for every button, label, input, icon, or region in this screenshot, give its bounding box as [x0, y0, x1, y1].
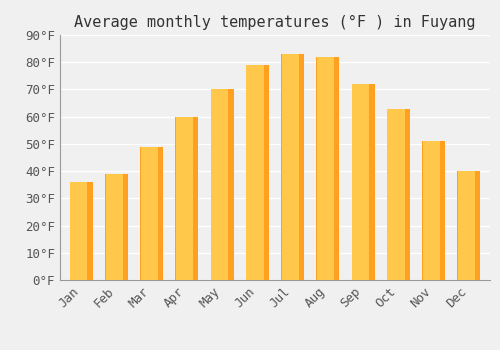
Bar	[281, 54, 304, 280]
Bar	[352, 84, 370, 280]
Bar	[352, 84, 374, 280]
Bar	[246, 65, 264, 280]
Bar	[316, 57, 340, 280]
Bar	[106, 174, 122, 280]
Bar	[387, 108, 410, 280]
Bar	[176, 117, 193, 280]
Bar	[210, 90, 234, 280]
Bar	[176, 117, 199, 280]
Bar	[422, 141, 445, 280]
Bar	[211, 90, 228, 280]
Bar	[458, 171, 480, 280]
Bar	[282, 54, 299, 280]
Bar	[141, 147, 158, 280]
Bar	[70, 182, 88, 280]
Bar	[246, 65, 269, 280]
Bar	[140, 147, 163, 280]
Bar	[422, 141, 440, 280]
Bar	[105, 174, 128, 280]
Title: Average monthly temperatures (°F ) in Fuyang: Average monthly temperatures (°F ) in Fu…	[74, 15, 476, 30]
Bar	[388, 108, 404, 280]
Bar	[70, 182, 92, 280]
Bar	[317, 57, 334, 280]
Bar	[458, 171, 475, 280]
